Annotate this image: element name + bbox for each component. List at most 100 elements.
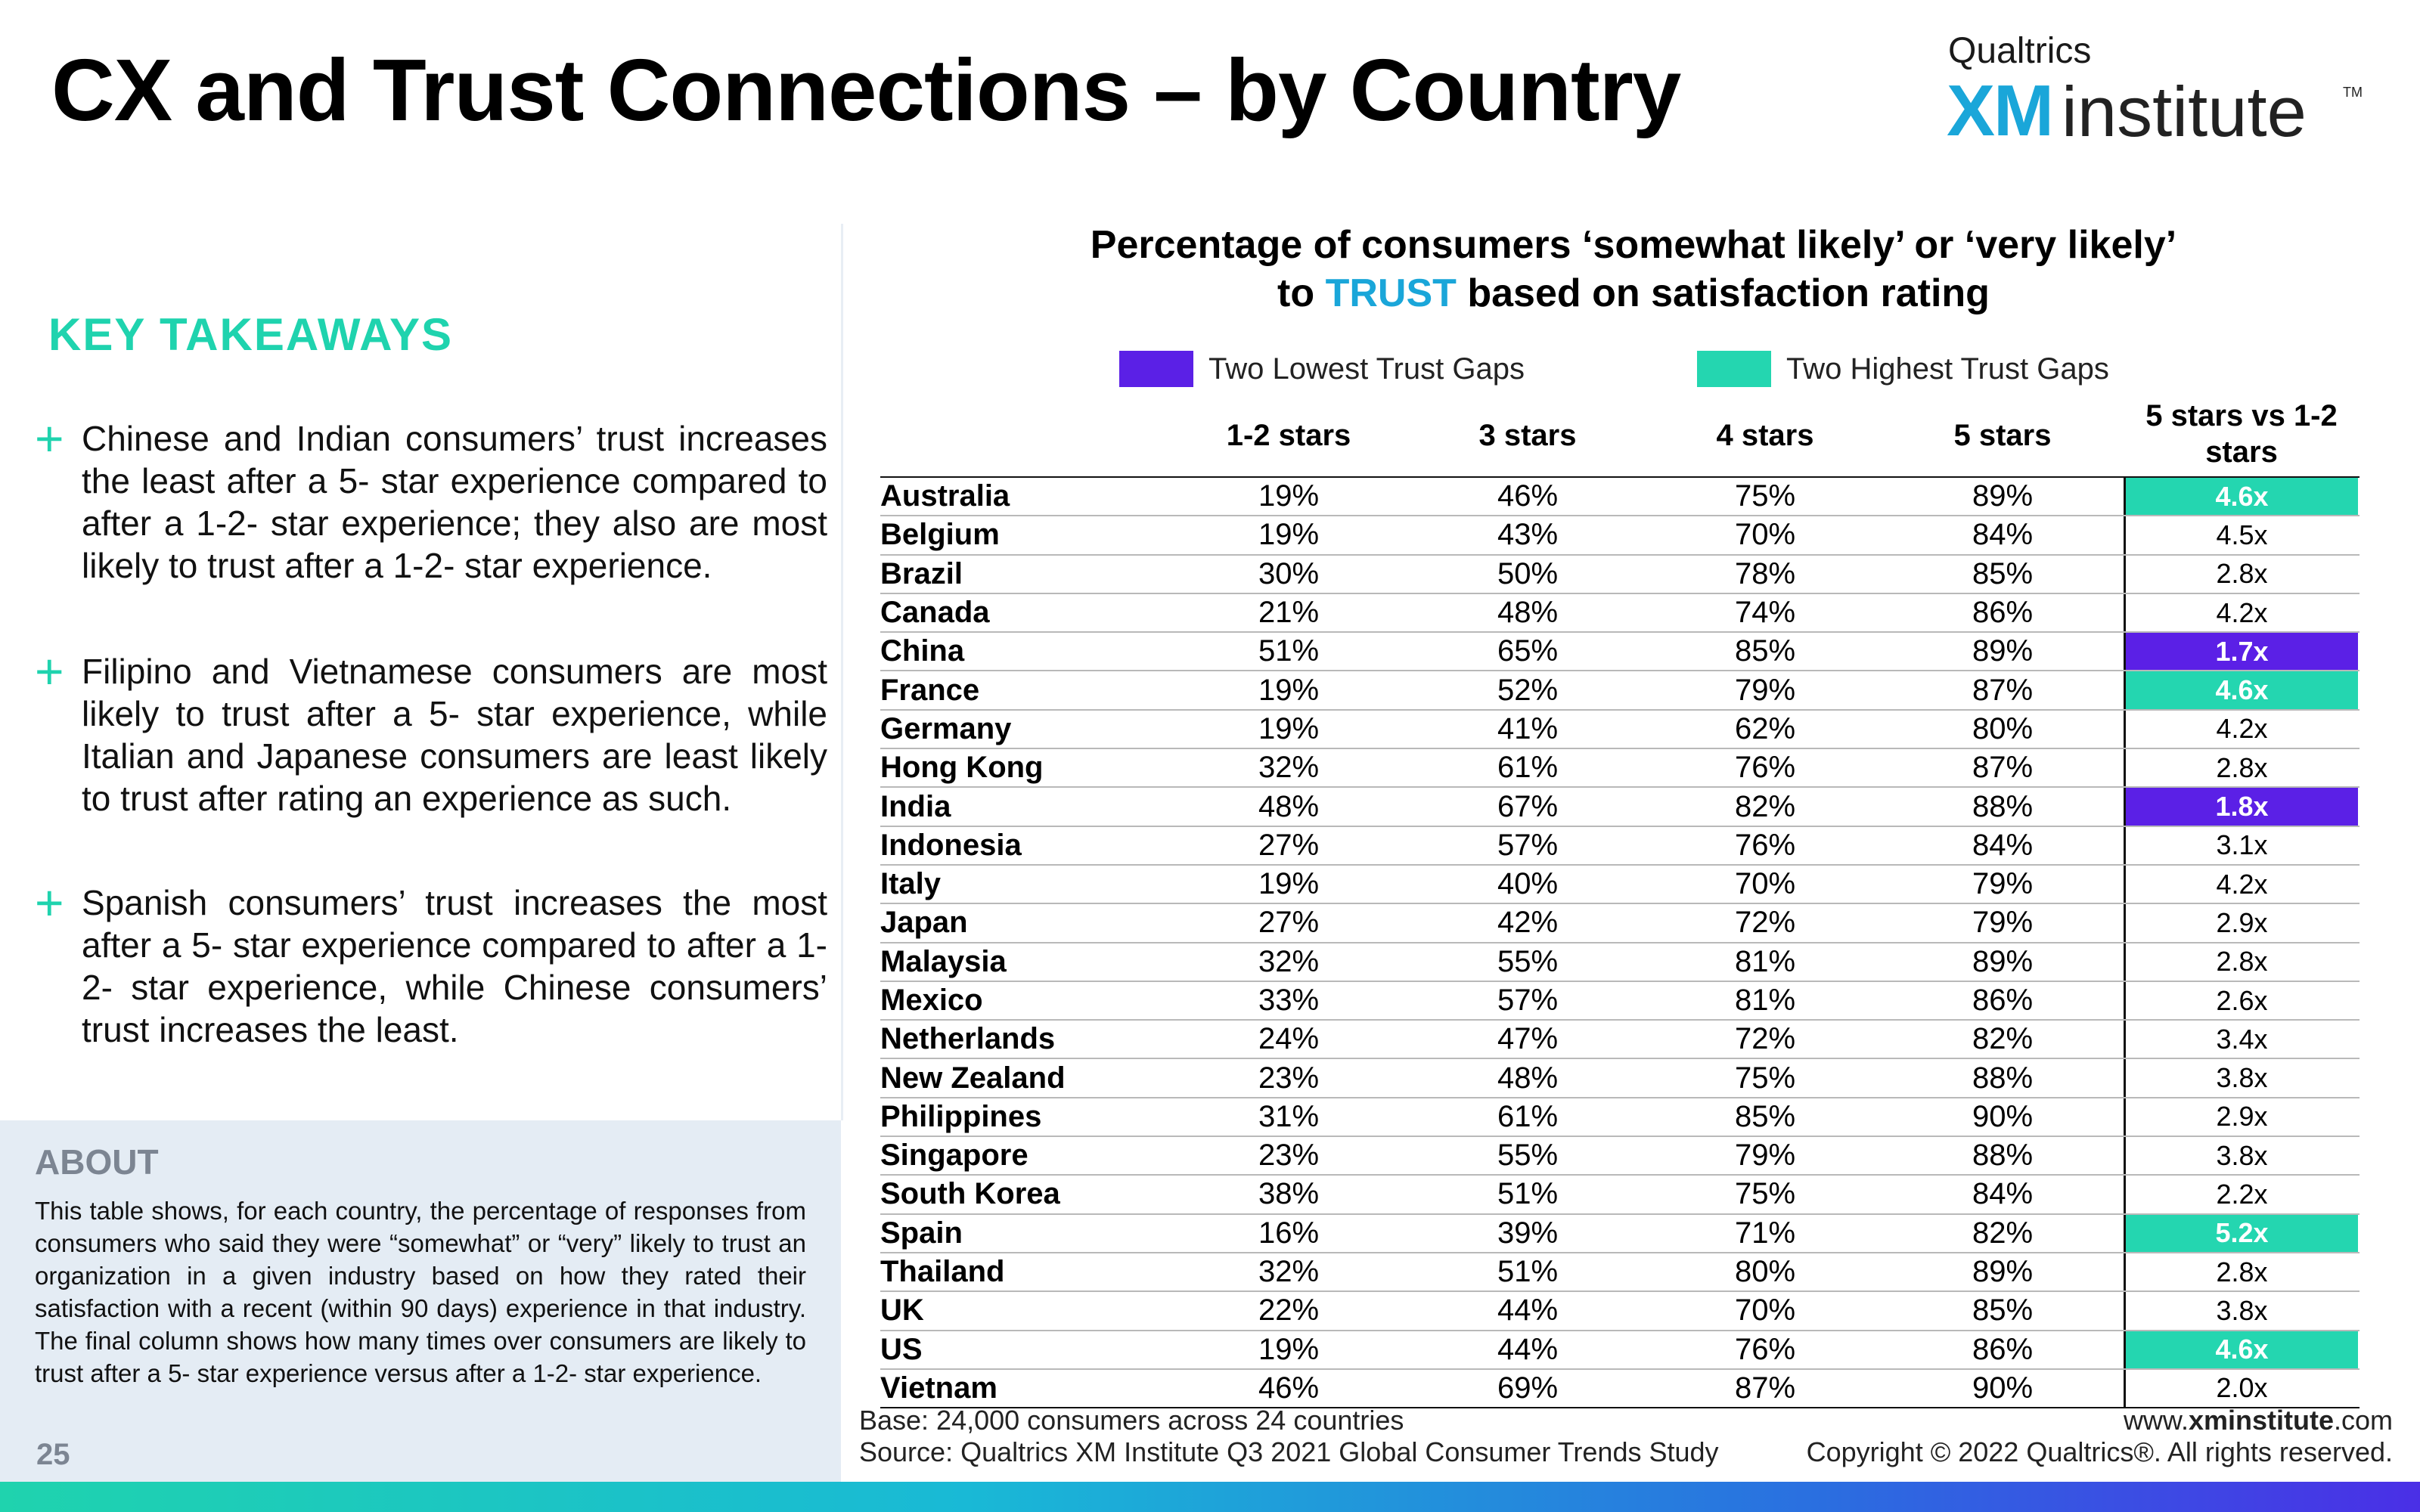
- cell-3-stars: 44%: [1497, 1294, 1559, 1328]
- cell-1-2-stars: 19%: [1258, 711, 1320, 745]
- table-row: Hong Kong 32% 61% 76% 87% 2.8x: [880, 748, 2360, 787]
- cell-ratio: 4.2x: [2124, 865, 2358, 903]
- country-cell: Philippines: [880, 1099, 1042, 1133]
- country-cell: Mexico: [880, 984, 983, 1017]
- country-cell: China: [880, 634, 965, 668]
- cell-4-stars: 85%: [1734, 634, 1796, 668]
- country-cell: South Korea: [880, 1177, 1060, 1211]
- takeaway-item: + Chinese and Indian consumers’ trust in…: [35, 411, 827, 637]
- cell-4-stars: 81%: [1734, 944, 1796, 978]
- cell-3-stars: 51%: [1497, 1255, 1559, 1289]
- cell-ratio: 4.5x: [2124, 516, 2358, 554]
- cell-1-2-stars: 19%: [1258, 867, 1320, 901]
- page-title: CX and Trust Connections – by Country: [51, 41, 1681, 139]
- table-bottom-rule: [880, 1407, 2360, 1409]
- country-cell: France: [880, 673, 980, 707]
- website-link[interactable]: www.xminstitute.com: [1807, 1405, 2393, 1436]
- cell-5-stars: 79%: [1972, 906, 2034, 940]
- cell-ratio: 1.7x: [2124, 633, 2358, 671]
- cell-3-stars: 46%: [1497, 479, 1559, 513]
- country-cell: New Zealand: [880, 1061, 1066, 1095]
- cell-1-2-stars: 32%: [1258, 751, 1320, 785]
- cell-3-stars: 61%: [1497, 751, 1559, 785]
- logo-qualtrics-text: Qualtrics: [1948, 31, 2092, 71]
- cell-ratio: 2.2x: [2124, 1176, 2358, 1213]
- table-row: France 19% 52% 79% 87% 4.6x: [880, 670, 2360, 709]
- cell-3-stars: 57%: [1497, 984, 1559, 1017]
- cell-5-stars: 86%: [1972, 596, 2034, 630]
- table-row: Malaysia 32% 55% 81% 89% 2.8x: [880, 941, 2360, 981]
- cell-3-stars: 41%: [1497, 711, 1559, 745]
- country-cell: Belgium: [880, 518, 1000, 552]
- cell-1-2-stars: 22%: [1258, 1294, 1320, 1328]
- cell-3-stars: 47%: [1497, 1022, 1559, 1056]
- cell-5-stars: 82%: [1972, 1216, 2034, 1250]
- cell-4-stars: 79%: [1734, 1139, 1796, 1173]
- cell-5-stars: 89%: [1972, 634, 2034, 668]
- country-cell: Italy: [880, 867, 942, 901]
- url-bold: xminstitute: [2188, 1405, 2334, 1436]
- cell-1-2-stars: 48%: [1258, 789, 1320, 823]
- table-row: UK 22% 44% 70% 85% 3.8x: [880, 1290, 2360, 1330]
- cell-5-stars: 88%: [1972, 1061, 2034, 1095]
- legend-swatch-high: [1697, 351, 1771, 387]
- table-row: Singapore 23% 55% 79% 88% 3.8x: [880, 1136, 2360, 1175]
- table-header: 1-2 stars 3 stars 4 stars 5 stars 5 star…: [880, 396, 2360, 475]
- country-cell: India: [880, 789, 951, 823]
- cell-5-stars: 90%: [1972, 1099, 2034, 1133]
- cell-4-stars: 76%: [1734, 1332, 1796, 1366]
- cell-3-stars: 44%: [1497, 1332, 1559, 1366]
- table-row: Japan 27% 42% 72% 79% 2.9x: [880, 903, 2360, 942]
- cell-ratio: 4.6x: [2124, 1331, 2358, 1368]
- cell-1-2-stars: 32%: [1258, 944, 1320, 978]
- cell-ratio: 4.2x: [2124, 710, 2358, 748]
- cell-3-stars: 43%: [1497, 518, 1559, 552]
- cell-1-2-stars: 19%: [1258, 479, 1320, 513]
- cell-5-stars: 88%: [1972, 1139, 2034, 1173]
- country-cell: UK: [880, 1294, 924, 1328]
- chart-title-pre: to: [1277, 271, 1326, 315]
- table-row: India 48% 67% 82% 88% 1.8x: [880, 786, 2360, 826]
- cell-4-stars: 75%: [1734, 1061, 1796, 1095]
- cell-4-stars: 70%: [1734, 518, 1796, 552]
- cell-1-2-stars: 19%: [1258, 518, 1320, 552]
- country-cell: Brazil: [880, 556, 963, 590]
- cell-3-stars: 67%: [1497, 789, 1559, 823]
- cell-1-2-stars: 19%: [1258, 673, 1320, 707]
- about-heading: ABOUT: [35, 1142, 159, 1182]
- copyright-text: Copyright © 2022 Qualtrics®. All rights …: [1806, 1436, 2393, 1467]
- cell-5-stars: 84%: [1972, 518, 2034, 552]
- cell-4-stars: 70%: [1734, 867, 1796, 901]
- cell-3-stars: 57%: [1497, 828, 1559, 862]
- cell-ratio: 5.2x: [2124, 1214, 2358, 1252]
- legend-label-high: Two Highest Trust Gaps: [1786, 352, 2109, 386]
- cell-4-stars: 81%: [1734, 984, 1796, 1017]
- cell-5-stars: 88%: [1972, 789, 2034, 823]
- table-row: Philippines 31% 61% 85% 90% 2.9x: [880, 1096, 2360, 1136]
- logo-trademark: TM: [2343, 85, 2363, 100]
- about-text: This table shows, for each country, the …: [35, 1197, 806, 1387]
- table-body: Australia 19% 46% 75% 89% 4.6x Belgium 19% 43% 70…: [880, 476, 2360, 1409]
- table-row: China 51% 65% 85% 89% 1.7x: [880, 631, 2360, 671]
- cell-1-2-stars: 27%: [1258, 906, 1320, 940]
- cell-5-stars: 82%: [1972, 1022, 2034, 1056]
- logo-xm-text: XM: [1947, 70, 2054, 151]
- cell-3-stars: 55%: [1497, 1139, 1559, 1173]
- header-1-2-stars: 1-2 stars: [1226, 419, 1351, 452]
- takeaway-text: Filipino and Vietnamese consumers are mo…: [82, 652, 827, 818]
- cell-5-stars: 85%: [1972, 556, 2034, 590]
- cell-3-stars: 61%: [1497, 1099, 1559, 1133]
- cell-ratio: 3.8x: [2124, 1292, 2358, 1330]
- cell-ratio: 4.6x: [2124, 478, 2358, 516]
- column-divider: [841, 224, 843, 1120]
- country-cell: Indonesia: [880, 828, 1022, 862]
- cell-ratio: 2.9x: [2124, 1098, 2358, 1136]
- cell-ratio: 2.8x: [2124, 1253, 2358, 1291]
- chart-title-line-1: Percentage of consumers ‘somewhat likely…: [1090, 223, 2177, 267]
- country-cell: Singapore: [880, 1139, 1028, 1173]
- cell-4-stars: 82%: [1734, 789, 1796, 823]
- table-row: South Korea 38% 51% 75% 84% 2.2x: [880, 1174, 2360, 1213]
- cell-ratio: 2.0x: [2124, 1369, 2358, 1408]
- cell-5-stars: 89%: [1972, 944, 2034, 978]
- cell-ratio: 2.8x: [2124, 555, 2358, 593]
